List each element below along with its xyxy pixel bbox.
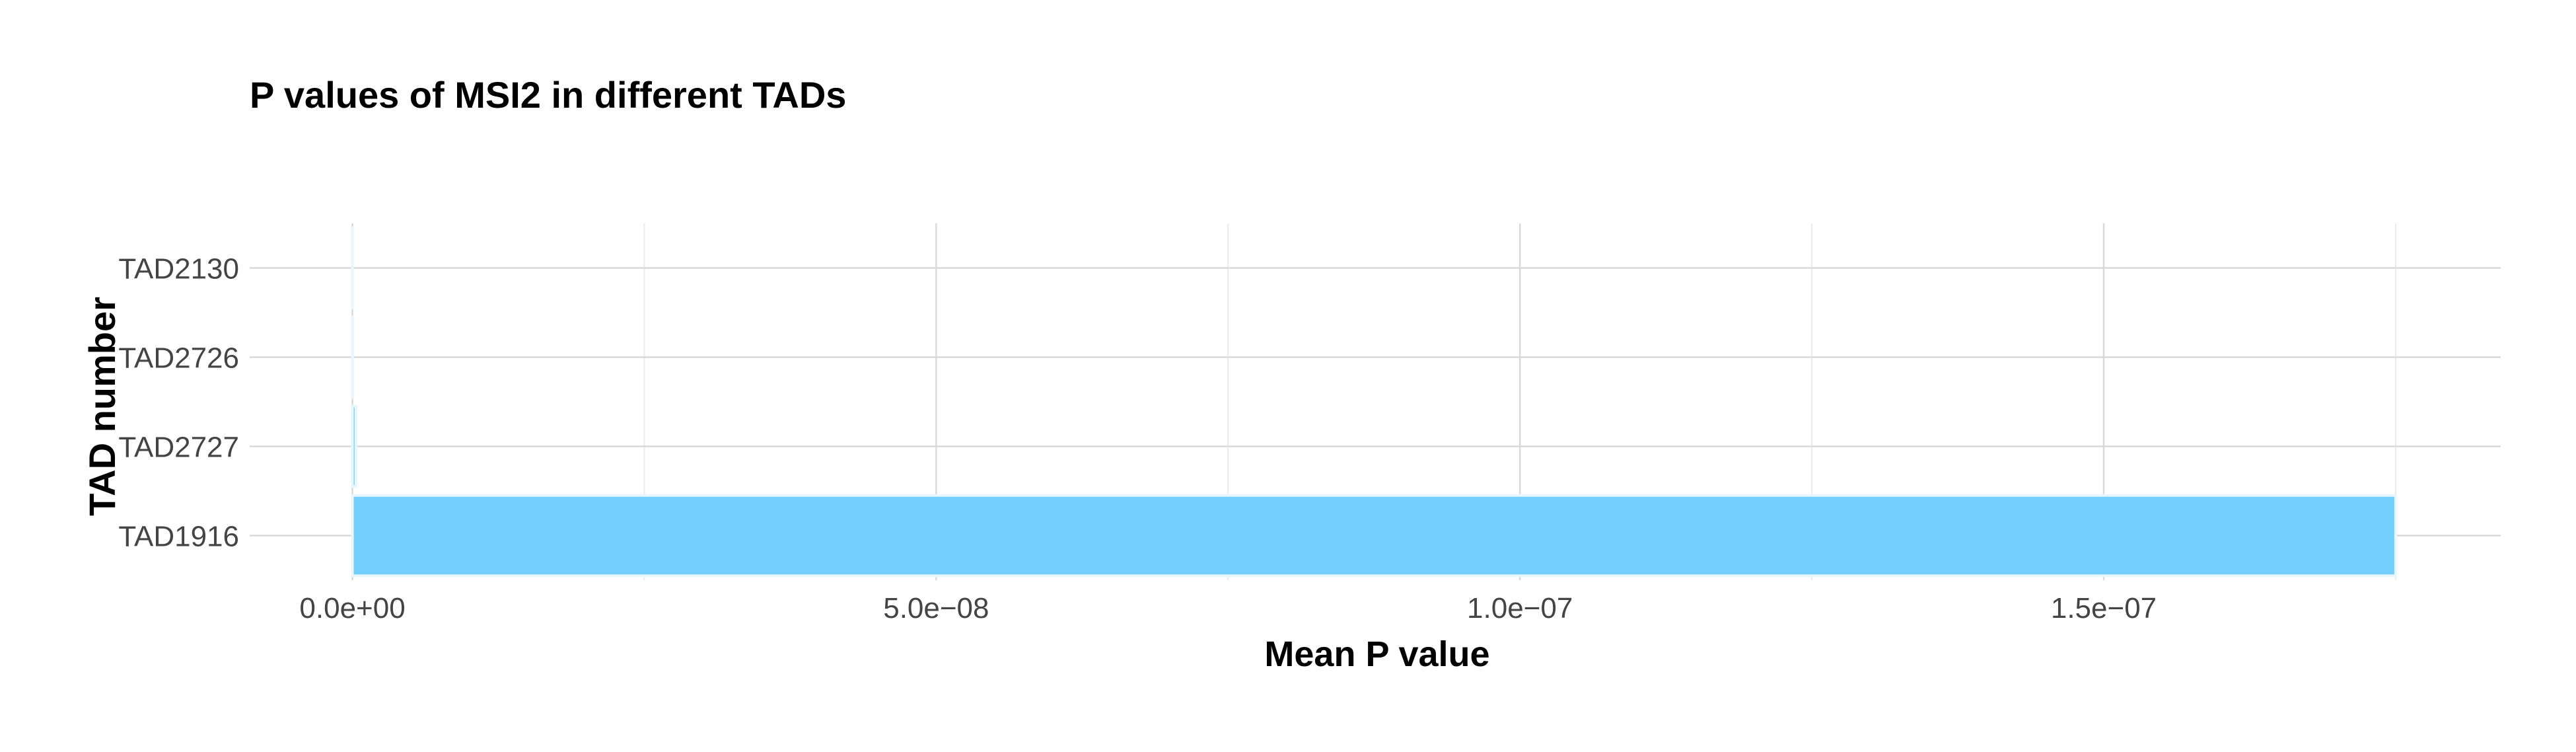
bar-tad2727 [351, 404, 357, 488]
x-tick-label: 1.0e−07 [1467, 592, 1573, 624]
x-tick-label: 5.0e−08 [883, 592, 989, 624]
y-tick-label: TAD1916 [118, 521, 239, 553]
x-tick-label: 0.0e+00 [299, 592, 405, 624]
x-axis-title: Mean P value [1264, 634, 1489, 674]
y-tick-label: TAD2727 [118, 432, 239, 464]
y-tick-label: TAD2130 [118, 253, 239, 285]
y-axis-title: TAD number [81, 297, 123, 516]
chart-title: P values of MSI2 in different TADs [250, 74, 846, 116]
x-axis-ticks: 0.0e+00 5.0e−08 1.0e−07 1.5e−07 [299, 592, 2157, 624]
bars [351, 226, 2397, 578]
bar-tad1916 [351, 494, 2397, 578]
y-tick-label: TAD2726 [118, 342, 239, 375]
y-axis-ticks: TAD1916 TAD2727 TAD2726 TAD2130 [118, 253, 239, 553]
x-tick-label: 1.5e−07 [2051, 592, 2157, 624]
